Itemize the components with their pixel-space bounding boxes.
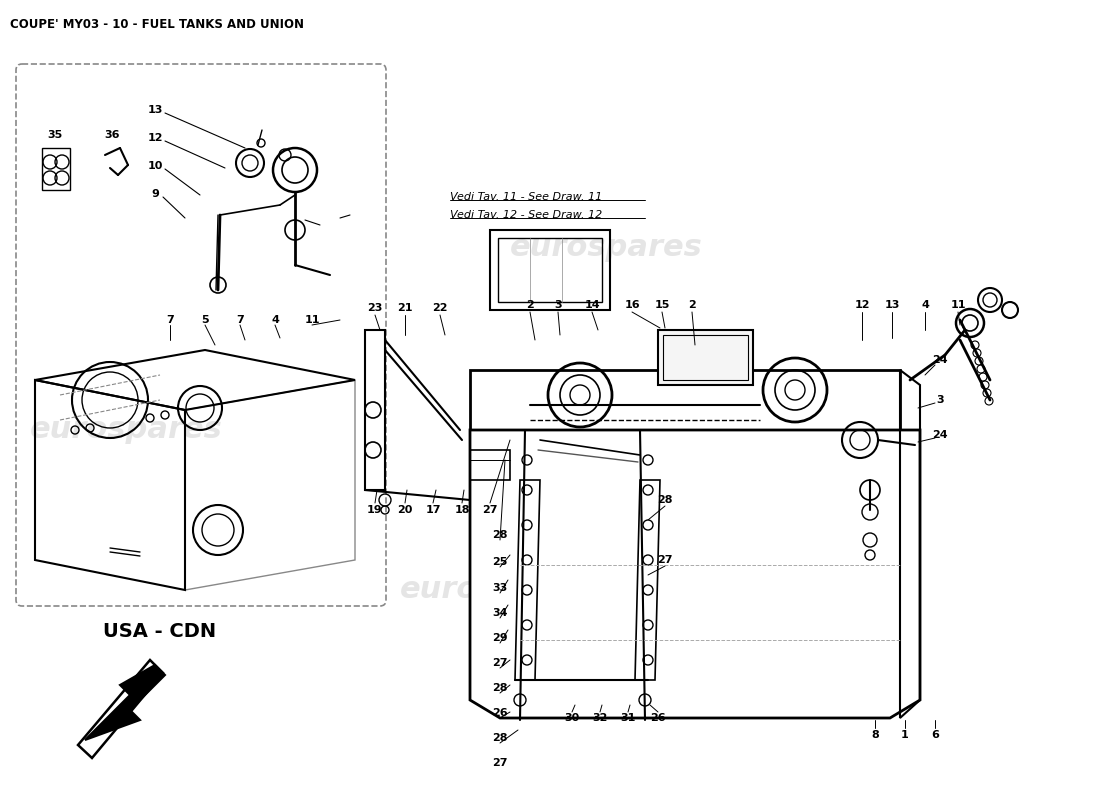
Text: 31: 31 <box>620 713 636 723</box>
Text: 20: 20 <box>397 505 412 515</box>
Text: 15: 15 <box>654 300 670 310</box>
Polygon shape <box>85 665 165 740</box>
Text: 28: 28 <box>658 495 673 505</box>
Text: 7: 7 <box>236 315 244 325</box>
Bar <box>490 230 610 310</box>
Text: 17: 17 <box>426 505 441 515</box>
Text: 36: 36 <box>104 130 120 140</box>
Text: COUPE' MY03 - 10 - FUEL TANKS AND UNION: COUPE' MY03 - 10 - FUEL TANKS AND UNION <box>10 18 304 31</box>
Text: 11: 11 <box>305 315 320 325</box>
Text: 3: 3 <box>554 300 562 310</box>
Text: Vedi Tav. 11 - See Draw. 11: Vedi Tav. 11 - See Draw. 11 <box>450 192 603 202</box>
Text: USA - CDN: USA - CDN <box>103 622 217 641</box>
Text: 29: 29 <box>492 633 508 643</box>
Text: 7: 7 <box>166 315 174 325</box>
Text: 9: 9 <box>151 189 158 199</box>
Polygon shape <box>470 430 920 718</box>
Text: 21: 21 <box>397 303 412 313</box>
Text: 24: 24 <box>932 430 948 440</box>
Text: 5: 5 <box>201 315 209 325</box>
Text: 27: 27 <box>482 505 497 515</box>
Text: 14: 14 <box>584 300 600 310</box>
Text: 28: 28 <box>493 683 508 693</box>
Text: 8: 8 <box>871 730 879 740</box>
Text: 11: 11 <box>950 300 966 310</box>
Polygon shape <box>470 370 900 430</box>
Text: 10: 10 <box>147 161 163 171</box>
Text: 22: 22 <box>432 303 448 313</box>
Text: 30: 30 <box>564 713 580 723</box>
Text: 2: 2 <box>689 300 696 310</box>
Text: 26: 26 <box>492 708 508 718</box>
Text: 27: 27 <box>493 658 508 668</box>
Text: 28: 28 <box>493 733 508 743</box>
Text: 12: 12 <box>855 300 870 310</box>
Text: 12: 12 <box>147 133 163 143</box>
Text: 3: 3 <box>936 395 944 405</box>
Text: 33: 33 <box>493 583 507 593</box>
Text: 1: 1 <box>901 730 909 740</box>
Text: 27: 27 <box>658 555 673 565</box>
Text: eurospares: eurospares <box>400 575 593 605</box>
Text: 2: 2 <box>526 300 534 310</box>
Text: eurospares: eurospares <box>510 234 703 262</box>
Bar <box>658 330 754 385</box>
Text: 23: 23 <box>367 303 383 313</box>
Text: 28: 28 <box>493 530 508 540</box>
Text: Vedi Tav. 12 - See Draw. 12: Vedi Tav. 12 - See Draw. 12 <box>450 210 603 220</box>
Text: 4: 4 <box>921 300 928 310</box>
Text: 26: 26 <box>650 713 666 723</box>
Text: 16: 16 <box>624 300 640 310</box>
Text: 32: 32 <box>592 713 607 723</box>
Text: 35: 35 <box>47 130 63 140</box>
Text: 18: 18 <box>454 505 470 515</box>
Bar <box>663 335 748 380</box>
Text: 6: 6 <box>931 730 939 740</box>
Text: 13: 13 <box>147 105 163 115</box>
Text: 25: 25 <box>493 557 508 567</box>
Text: eurospares: eurospares <box>30 415 222 445</box>
Text: 13: 13 <box>884 300 900 310</box>
Text: 27: 27 <box>493 758 508 768</box>
Text: 4: 4 <box>271 315 279 325</box>
FancyBboxPatch shape <box>16 64 386 606</box>
Text: 24: 24 <box>932 355 948 365</box>
Bar <box>498 238 602 302</box>
Text: 19: 19 <box>367 505 383 515</box>
Text: 34: 34 <box>493 608 508 618</box>
